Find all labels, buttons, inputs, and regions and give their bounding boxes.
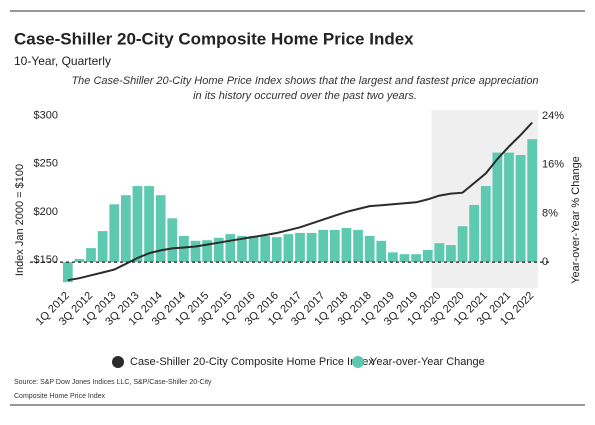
index-line bbox=[67, 121, 533, 282]
y2-axis-label: Year-over-Year % Change bbox=[570, 156, 582, 284]
bar bbox=[225, 234, 236, 263]
bar bbox=[492, 152, 503, 263]
bar bbox=[283, 234, 294, 263]
source-box: Source: S&P Dow Jones Indices LLC, S&P/C… bbox=[14, 379, 212, 400]
bar bbox=[97, 231, 108, 263]
bar bbox=[260, 235, 271, 263]
bar bbox=[295, 232, 305, 263]
bar bbox=[86, 248, 96, 263]
bar bbox=[411, 254, 421, 263]
y-tick-label: $250 bbox=[34, 158, 58, 170]
bar bbox=[190, 240, 201, 263]
bar bbox=[179, 235, 189, 263]
legend-label: Year-over-Year Change bbox=[370, 356, 485, 368]
bar bbox=[515, 155, 526, 263]
bar bbox=[109, 204, 120, 263]
bar bbox=[62, 262, 73, 283]
bar bbox=[132, 186, 143, 263]
bar bbox=[527, 139, 538, 263]
bar bbox=[364, 235, 375, 263]
bar bbox=[376, 240, 387, 263]
bar bbox=[469, 204, 480, 263]
bar bbox=[271, 237, 282, 263]
y-tick-label: $200 bbox=[34, 206, 58, 218]
bar bbox=[167, 218, 178, 263]
bar bbox=[504, 152, 514, 263]
y2-tick-label: 8% bbox=[542, 207, 558, 219]
bar bbox=[422, 249, 433, 263]
bar bbox=[155, 195, 166, 263]
bar bbox=[74, 259, 85, 263]
bar bbox=[353, 229, 363, 263]
legend-label: Case-Shiller 20-City Composite Home Pric… bbox=[130, 356, 374, 368]
bar bbox=[399, 254, 410, 263]
bar bbox=[329, 229, 340, 263]
y-tick-label: $150 bbox=[34, 254, 58, 266]
y-tick-label: $300 bbox=[34, 110, 58, 122]
bar bbox=[120, 195, 131, 263]
bar bbox=[144, 186, 154, 263]
legend-marker bbox=[352, 356, 364, 368]
bar bbox=[446, 245, 456, 263]
bar bbox=[237, 235, 247, 263]
source: Source: S&P Dow Jones Indices LLC, S&P/C… bbox=[14, 379, 212, 400]
annotation-box: The Case-Shiller 20-City Home Price Inde… bbox=[71, 75, 539, 102]
legend-marker bbox=[112, 356, 124, 368]
bar bbox=[457, 226, 468, 263]
bar bbox=[480, 186, 491, 263]
subtitle: 10-Year, Quarterly bbox=[14, 54, 111, 68]
bar bbox=[248, 235, 259, 263]
bar bbox=[388, 252, 398, 263]
bar bbox=[341, 228, 352, 263]
bar bbox=[213, 237, 224, 263]
y2-tick-label: 0 bbox=[542, 256, 548, 268]
bar bbox=[202, 240, 212, 263]
bar bbox=[306, 232, 317, 263]
annotation: The Case-Shiller 20-City Home Price Inde… bbox=[71, 75, 539, 102]
y-axis-label: Index Jan 2000 = $100 bbox=[14, 164, 26, 276]
y2-tick-label: 16% bbox=[542, 159, 564, 171]
chart-title: Case-Shiller 20-City Composite Home Pric… bbox=[14, 29, 414, 48]
bar bbox=[434, 243, 445, 263]
y2-tick-label: 24% bbox=[542, 110, 564, 122]
bar bbox=[318, 229, 329, 263]
